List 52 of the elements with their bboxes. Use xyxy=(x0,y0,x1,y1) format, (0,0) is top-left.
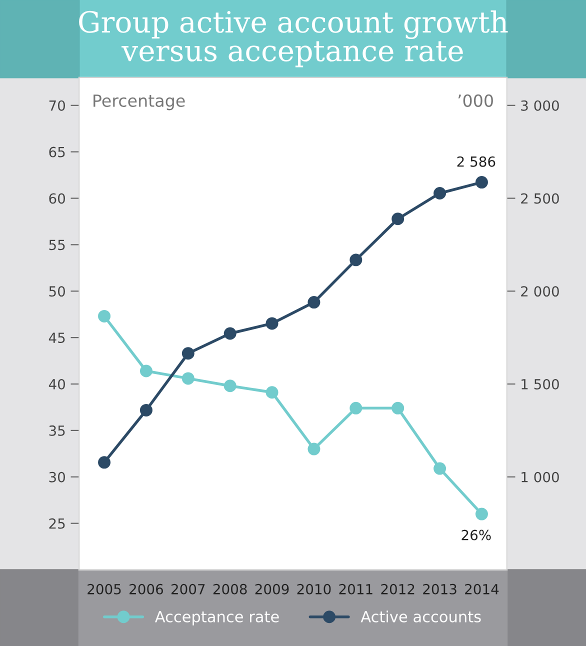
point xyxy=(308,296,320,309)
y-tick-label: 30 xyxy=(49,472,65,482)
point xyxy=(224,327,236,340)
y-tick-label: 55 xyxy=(49,240,65,250)
y-tick-label: 65 xyxy=(49,146,65,158)
point xyxy=(434,186,446,200)
point xyxy=(182,372,194,385)
point xyxy=(140,404,152,416)
point xyxy=(266,386,278,399)
legend-label: Acceptance rate xyxy=(154,611,279,626)
data-label: 2 586 xyxy=(457,156,496,167)
data-label: 26% xyxy=(462,530,491,540)
y-tick-label: 45 xyxy=(48,332,65,344)
x-tick-label: 2014 xyxy=(465,584,499,594)
legend-label: Active accounts xyxy=(360,610,481,622)
x-tick-label: 2012 xyxy=(381,584,414,594)
y-tick-label: 40 xyxy=(48,378,65,390)
y2-tick-label: 2 000 xyxy=(521,286,559,297)
point xyxy=(98,310,111,322)
point xyxy=(392,402,404,414)
y2-tick-label: 2 500 xyxy=(521,193,559,204)
x-tick-label: 2006 xyxy=(130,584,164,594)
point xyxy=(475,176,488,189)
point xyxy=(350,254,362,266)
point xyxy=(475,508,488,520)
point xyxy=(140,364,152,378)
y-tick-label: 25 xyxy=(49,518,65,529)
point xyxy=(350,402,362,414)
x-tick-label: 2007 xyxy=(171,584,205,594)
point xyxy=(182,347,194,360)
point xyxy=(392,212,404,226)
x-tick-label: 2009 xyxy=(255,584,289,594)
y2-tick-label: 3 000 xyxy=(521,100,559,111)
point xyxy=(308,442,320,456)
y2-tick-label: 1 000 xyxy=(522,472,559,482)
point xyxy=(224,380,236,392)
point xyxy=(266,317,278,330)
y-tick-label: 50 xyxy=(49,286,65,297)
chart-title: Group active account growth versus acceptance rate xyxy=(79,10,508,68)
y-axis-title: Percentage xyxy=(94,94,185,110)
x-tick-label: 2005 xyxy=(88,584,121,594)
x-tick-label: 2010 xyxy=(297,584,331,594)
y-tick-label: 35 xyxy=(49,425,65,436)
x-tick-label: 2011 xyxy=(339,584,372,594)
y-tick-label: 70 xyxy=(49,100,65,111)
y-tick-label: 60 xyxy=(49,193,65,204)
point xyxy=(434,462,446,475)
y2-tick-label: 1 500 xyxy=(522,378,559,390)
x-tick-label: 2008 xyxy=(213,584,247,594)
x-tick-label: 2013 xyxy=(423,584,456,594)
point xyxy=(98,456,111,469)
y2-axis-title: ’000 xyxy=(458,94,493,107)
